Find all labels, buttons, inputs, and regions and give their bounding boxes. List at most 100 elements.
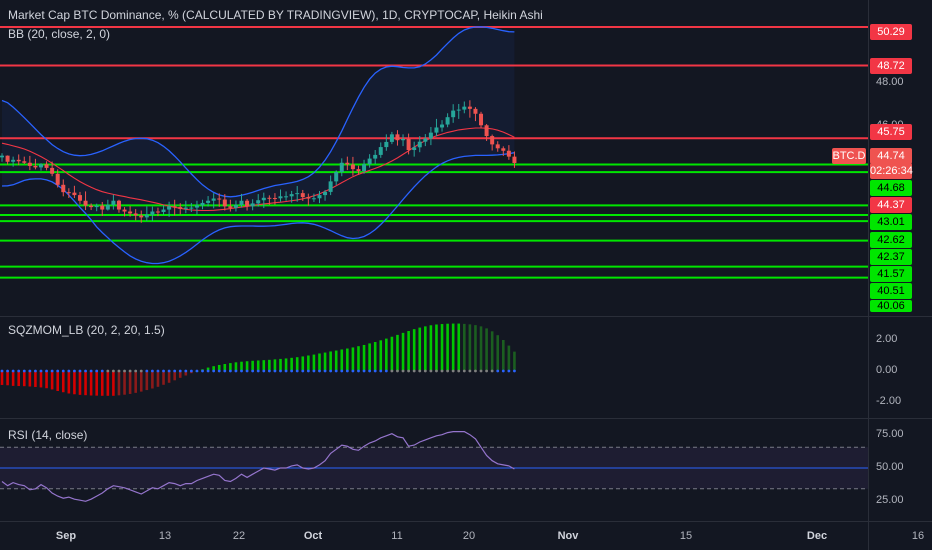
- squeeze-dot: [418, 369, 422, 373]
- squeeze-dot: [479, 369, 483, 373]
- squeeze-dot: [112, 369, 115, 373]
- candle-body: [311, 198, 316, 200]
- squeeze-dot: [262, 369, 266, 373]
- momentum-bar: [373, 342, 377, 371]
- momentum-bar: [396, 334, 399, 371]
- price-tag-support: 43.01: [870, 214, 912, 230]
- squeeze-dot: [106, 369, 110, 373]
- squeeze-dot: [474, 369, 477, 373]
- momentum-bar: [440, 324, 444, 371]
- squeeze-dot: [295, 369, 299, 373]
- candle-body: [38, 164, 43, 168]
- candle-body: [462, 106, 467, 110]
- price-tag-support: 44.37: [870, 197, 912, 213]
- squeeze-dot: [435, 369, 438, 373]
- candle-body: [501, 148, 506, 151]
- squeeze-dot: [373, 369, 377, 373]
- squeeze-dot: [345, 369, 349, 373]
- squeeze-dot: [56, 369, 60, 373]
- momentum-bar: [178, 371, 182, 378]
- squeeze-dot: [145, 369, 149, 373]
- momentum-bar: [418, 327, 422, 371]
- squeeze-dot: [178, 369, 182, 373]
- time-tick: Nov: [557, 530, 579, 542]
- squeeze-dot: [429, 369, 433, 373]
- momentum-bar: [307, 355, 310, 371]
- candle-body: [456, 109, 461, 111]
- momentum-bar: [156, 371, 160, 387]
- momentum-bar: [368, 343, 371, 371]
- momentum-bar: [357, 346, 360, 371]
- candle-body: [44, 164, 49, 168]
- squeeze-dot: [73, 369, 76, 373]
- momentum-bar: [351, 347, 355, 371]
- squeeze-dot: [379, 369, 383, 373]
- squeeze-dot: [206, 369, 210, 373]
- candle-body: [401, 138, 406, 141]
- candle-body: [66, 192, 71, 194]
- squeeze-dot: [39, 369, 43, 373]
- momentum-bar: [212, 366, 215, 371]
- momentum-bar: [301, 356, 305, 371]
- candle-body: [406, 138, 411, 151]
- candle-body: [278, 196, 283, 199]
- candle-body: [111, 200, 116, 205]
- rsi-tick: 25.00: [876, 494, 904, 506]
- time-tick: Dec: [806, 530, 828, 542]
- candle-body: [105, 204, 110, 210]
- rsi-tick: 50.00: [876, 461, 904, 473]
- candle-body: [16, 159, 21, 162]
- countdown-tag: 02:26:34: [870, 163, 913, 179]
- price-tag-support: 42.62: [870, 232, 912, 248]
- squeeze-dot: [61, 369, 65, 373]
- momentum-bar: [424, 326, 427, 371]
- candle-body: [161, 209, 166, 212]
- sqz-tick: -2.00: [876, 395, 902, 407]
- squeeze-dot: [423, 369, 427, 373]
- candle-body: [345, 162, 350, 165]
- momentum-bar: [123, 371, 126, 395]
- candle-body: [495, 144, 500, 149]
- price-tag-resistance: 48.72: [870, 58, 912, 74]
- candle-body: [467, 106, 472, 109]
- rsi-line: [1, 431, 515, 502]
- momentum-bar: [502, 340, 505, 371]
- momentum-bar: [273, 359, 277, 371]
- momentum-bar: [451, 323, 455, 371]
- squeeze-dot: [128, 369, 132, 373]
- squeeze-dot: [306, 369, 310, 373]
- candle-body: [33, 165, 38, 168]
- momentum-bar: [145, 371, 149, 391]
- squeeze-dot: [290, 369, 294, 373]
- squeeze-dot: [67, 369, 71, 373]
- candle-body: [233, 204, 238, 208]
- momentum-bar: [162, 371, 165, 385]
- sqz-tick: 0.00: [876, 364, 898, 376]
- squeeze-dot: [100, 369, 104, 373]
- bb-fill: [2, 26, 515, 264]
- candle-body: [334, 172, 339, 182]
- candle-body: [389, 134, 394, 142]
- momentum-bar: [429, 325, 433, 371]
- candle-body: [506, 150, 511, 157]
- candle-body: [11, 159, 16, 162]
- momentum-bar: [457, 323, 461, 371]
- momentum-bar: [6, 371, 9, 386]
- squeeze-dot: [240, 369, 243, 373]
- candle-body: [300, 193, 305, 198]
- bb-upper-line: [1, 26, 515, 198]
- momentum-bar: [229, 363, 232, 371]
- candle-body: [267, 197, 272, 199]
- momentum-bar: [234, 362, 238, 371]
- squeeze-dot: [78, 369, 82, 373]
- candle-body: [512, 156, 517, 163]
- momentum-bar: [139, 371, 143, 392]
- momentum-bar: [39, 371, 43, 388]
- momentum-bar: [34, 371, 37, 387]
- momentum-bar: [279, 358, 282, 371]
- candle-body: [362, 164, 367, 172]
- squeeze-dot: [362, 369, 366, 373]
- squeeze-dot: [407, 369, 411, 373]
